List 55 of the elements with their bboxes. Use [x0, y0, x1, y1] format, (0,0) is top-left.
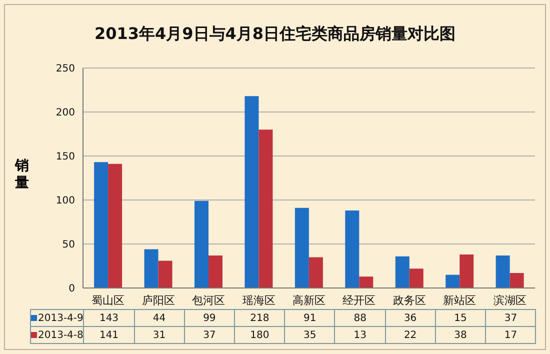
- bar: [294, 208, 309, 288]
- bar: [94, 162, 108, 288]
- bar: [308, 257, 323, 288]
- bar: [395, 256, 410, 288]
- x-tick-label: 政务区: [392, 294, 426, 307]
- bar: [158, 260, 172, 288]
- data-label: 15: [435, 310, 486, 326]
- data-label: 38: [435, 326, 486, 344]
- data-label: 17: [486, 326, 536, 344]
- bar: [244, 96, 259, 288]
- y-tick-label: 50: [62, 240, 75, 251]
- bar: [144, 249, 158, 288]
- x-tick-label: 高新区: [292, 294, 326, 307]
- data-label: 143: [84, 310, 134, 326]
- bar: [496, 255, 510, 288]
- data-label: 31: [134, 326, 184, 344]
- x-tick-label: 滨湖区: [493, 294, 526, 307]
- bar: [510, 273, 524, 288]
- data-label: 218: [234, 310, 285, 326]
- data-label: 37: [486, 310, 536, 326]
- bar: [208, 255, 222, 288]
- bar: [345, 210, 360, 288]
- x-tick-label: 包河区: [192, 294, 226, 307]
- bar: [460, 254, 474, 288]
- bar: [194, 200, 208, 288]
- data-label: 22: [385, 326, 436, 344]
- y-tick-label: 250: [56, 64, 75, 75]
- bar: [359, 276, 374, 288]
- x-tick-label: 瑶海区: [242, 294, 276, 307]
- data-label: 35: [284, 326, 335, 344]
- data-label: 141: [84, 326, 134, 344]
- legend-label: 2013-4-8: [30, 326, 84, 344]
- x-tick-label: 新站区: [443, 294, 476, 307]
- chart-title: 2013年4月9日与4月8日住宅类商品房销量对比图: [93, 24, 457, 45]
- data-label: 44: [134, 310, 184, 326]
- data-label: 91: [284, 310, 335, 326]
- y-axis-title: 销量: [14, 158, 30, 192]
- y-tick-label: 150: [56, 152, 75, 163]
- bar: [446, 274, 460, 288]
- data-label: 36: [385, 310, 436, 326]
- data-label: 37: [184, 326, 235, 344]
- y-tick-label: 0: [68, 284, 75, 295]
- data-label: 88: [334, 310, 386, 326]
- bar: [409, 268, 424, 288]
- data-label: 99: [184, 310, 235, 326]
- bar: [108, 164, 122, 288]
- y-tick-label: 100: [56, 196, 75, 207]
- x-tick-label: 蜀山区: [92, 294, 125, 307]
- data-label: 13: [334, 326, 386, 344]
- x-tick-label: 经开区: [342, 294, 376, 307]
- y-tick-label: 200: [56, 108, 75, 119]
- bar: [258, 130, 273, 288]
- legend-label: 2013-4-9: [30, 310, 84, 326]
- data-label: 180: [234, 326, 285, 344]
- x-tick-label: 庐阳区: [142, 294, 175, 307]
